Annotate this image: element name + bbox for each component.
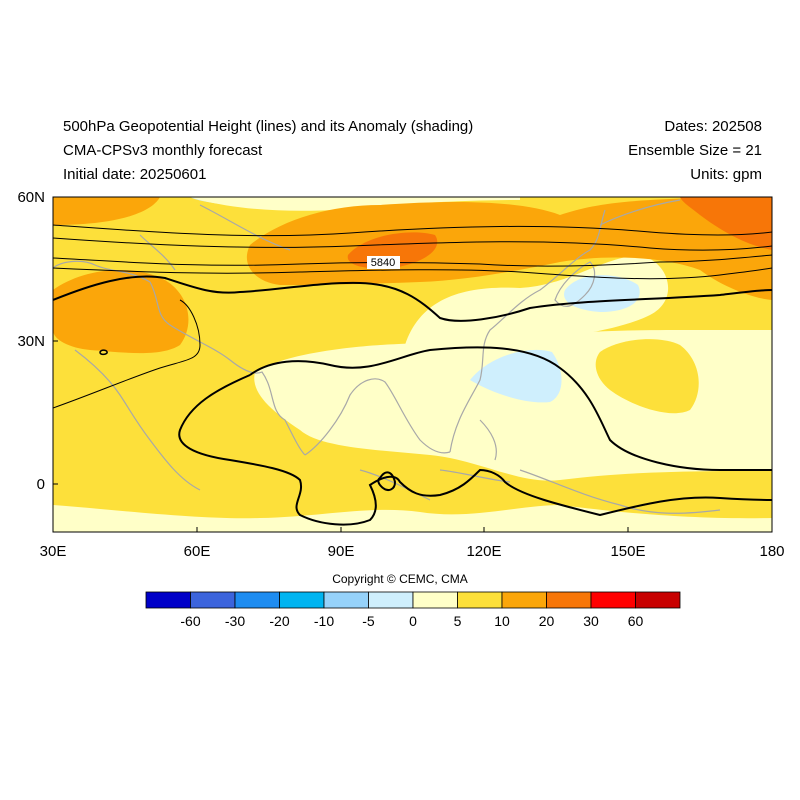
copyright-text: Copyright © CEMC, CMA [332,572,468,586]
shade-region [190,197,520,211]
y-tick-label: 30N [17,333,45,350]
tick-marks [52,196,773,532]
height-contour [377,471,397,491]
x-tick-label: 120E [466,543,501,560]
shade-region [246,197,772,300]
shade-region [53,269,189,354]
map-frame [52,196,773,533]
forecast-dates: Dates: 202508 [664,118,762,135]
height-contour [99,349,108,356]
coastline [449,209,606,453]
height-contour [53,224,772,237]
y-tick-label: 60N [17,189,45,206]
height-contour [53,237,772,251]
shade-region [470,349,562,403]
map-title: 500hPa Geopotential Height (lines) and i… [63,118,474,135]
y-tick-label: 0 [37,476,45,493]
x-tick-label: 90E [328,543,355,560]
height-contour [53,267,772,280]
coastline [74,349,201,491]
shade-region [680,197,772,250]
height-contour [53,254,772,267]
coastline [304,378,451,456]
ensemble-size: Ensemble Size = 21 [628,142,762,159]
coastline [53,260,306,456]
x-tick-label: 60E [184,543,211,560]
contour-label-box [367,256,400,269]
shading-layer [53,197,772,532]
height-contour [53,299,201,409]
coastline [139,204,291,271]
height-contour [249,346,772,471]
contour-layer [53,224,772,526]
shade-region [595,339,699,414]
height-contour [178,374,772,526]
model-name: CMA-CPSv3 monthly forecast [63,142,263,159]
height-contour [53,275,772,322]
contour-label: 5840 [371,257,395,269]
initial-date: Initial date: 20250601 [63,166,207,183]
units-label: Units: gpm [690,166,762,183]
coastline [554,261,596,307]
x-tick-label: 30E [40,543,67,560]
shade-region [53,505,772,532]
shade-region [53,197,160,225]
x-tick-label: 150E [610,543,645,560]
x-tick-label: 180 [759,543,784,560]
coastline [599,199,681,226]
